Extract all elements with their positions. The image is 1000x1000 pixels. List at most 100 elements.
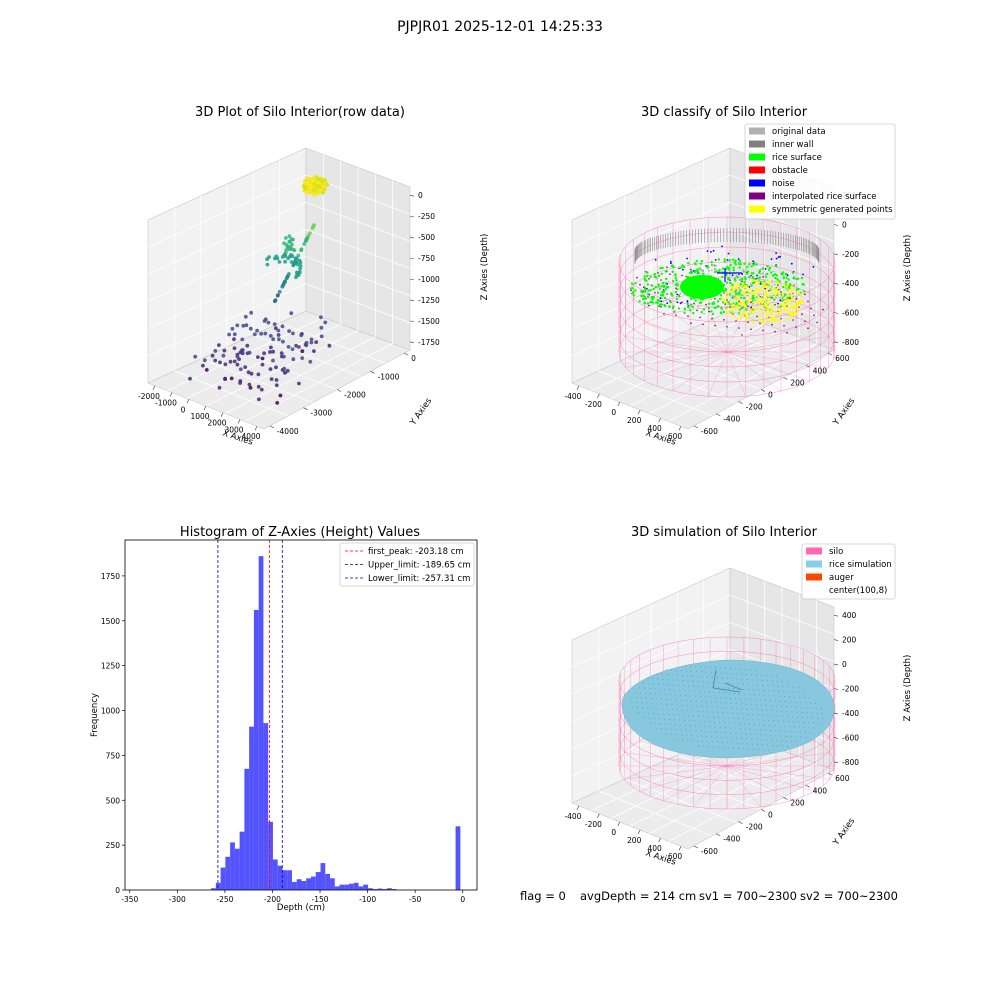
classify-interpolated-point xyxy=(816,321,818,324)
classify-z-tick-label: -400 xyxy=(842,279,859,288)
classify-symmetric-point xyxy=(760,311,764,314)
classify-rice-surface-point xyxy=(720,307,723,310)
classify-noise-point xyxy=(802,273,804,276)
classify-symmetric-point xyxy=(724,301,727,304)
simulation-rice-mesh-point xyxy=(765,704,767,706)
raw-point xyxy=(282,252,287,257)
simulation-rice-mesh-point xyxy=(779,730,781,732)
simulation-rice-mesh-point xyxy=(791,711,793,713)
classify-legend-label-2: rice surface xyxy=(772,153,822,163)
classify-rice-surface-point xyxy=(654,285,657,289)
classify-interpolated-point xyxy=(762,276,764,278)
raw-point xyxy=(245,343,250,348)
simulation-rice-mesh-point xyxy=(711,676,713,678)
simulation-rice-mesh-point xyxy=(678,714,680,716)
classify-interpolated-point xyxy=(792,319,794,321)
simulation-x-tick-label: 600 xyxy=(668,852,683,861)
classify-rice-surface-point xyxy=(683,311,686,314)
classify-rice-surface-point xyxy=(776,278,779,281)
raw-point xyxy=(290,347,295,351)
simulation-rice-mesh-point xyxy=(730,702,732,704)
simulation-rice-mesh-point xyxy=(639,687,641,689)
raw-point xyxy=(232,346,237,351)
classify-x-tick-mark xyxy=(658,418,661,423)
classify-interpolated-point xyxy=(741,334,743,336)
raw-point xyxy=(287,239,292,244)
classify-rice-surface-point xyxy=(778,280,781,283)
simulation-rice-mesh-point xyxy=(712,711,714,713)
simulation-rice-mesh-point xyxy=(714,696,716,698)
simulation-rice-mesh-point xyxy=(751,708,753,711)
simulation-rice-mesh-point xyxy=(742,713,744,715)
raw-point xyxy=(296,253,301,258)
classify-symmetric-point xyxy=(783,309,786,312)
raw-point xyxy=(232,359,237,364)
classify-rice-surface-point xyxy=(737,291,741,295)
simulation-rice-mesh-point xyxy=(742,683,744,685)
simulation-rice-mesh-point xyxy=(630,696,632,698)
simulation-rice-mesh-point xyxy=(720,667,722,669)
simulation-silo-wire-spoke xyxy=(663,765,728,801)
raw-point xyxy=(277,260,282,264)
raw-point xyxy=(294,275,298,280)
raw-point-cluster xyxy=(320,179,325,184)
simulation-rice-mesh-point xyxy=(728,687,730,689)
classify-symmetric-point xyxy=(789,300,792,303)
simulation-rice-mesh-point xyxy=(763,724,765,726)
simulation-rice-mesh-point xyxy=(731,678,733,680)
simulation-rice-mesh-point xyxy=(792,686,794,688)
raw-point xyxy=(229,376,234,381)
simulation-rice-mesh-point xyxy=(793,726,795,728)
simulation-rice-mesh-point xyxy=(673,719,675,721)
simulation-rice-mesh-point xyxy=(691,705,693,707)
classify-rice-surface-point xyxy=(725,273,728,277)
simulation-rice-mesh-point xyxy=(689,695,691,697)
simulation-rice-mesh-point xyxy=(761,739,763,741)
classify-legend-label-0: original data xyxy=(772,127,826,137)
classify-rice-surface-point xyxy=(752,294,755,298)
simulation-legend-label-2: auger xyxy=(829,573,854,583)
classify-symmetric-point xyxy=(790,297,793,301)
raw-y-tick-mark xyxy=(370,371,375,374)
classify-rice-surface-point xyxy=(757,271,761,274)
simulation-rice-mesh-point xyxy=(747,743,749,745)
classify-rice-surface-point xyxy=(775,265,778,268)
simulation-rice-mesh-point xyxy=(696,675,698,678)
classify-rice-surface-point xyxy=(631,287,634,290)
raw-x-tick-label: -2000 xyxy=(138,392,160,401)
simulation-rice-mesh-point xyxy=(749,693,751,696)
classify-original-point xyxy=(652,284,654,287)
classify-interpolated-point xyxy=(756,315,758,318)
simulation-rice-mesh-point xyxy=(668,718,670,720)
simulation-rice-mesh-point xyxy=(726,707,728,709)
simulation-rice-mesh-point xyxy=(790,736,792,738)
classify-interpolated-point xyxy=(732,313,734,315)
histogram-x-tick-label: -100 xyxy=(359,895,376,904)
classify-symmetric-point xyxy=(789,286,793,289)
classify-rice-surface-point xyxy=(739,289,742,292)
classify-silo-wire-spoke xyxy=(625,336,728,353)
classify-rice-surface-point xyxy=(653,273,656,276)
raw-point-cluster xyxy=(315,192,320,196)
simulation-rice-mesh-point xyxy=(757,714,759,716)
simulation-rice-mesh-point xyxy=(720,731,722,733)
simulation-rice-mesh-point xyxy=(691,735,693,737)
classify-symmetric-point xyxy=(761,322,765,325)
simulation-rice-mesh-point xyxy=(706,735,708,738)
simulation-legend-swatch-2 xyxy=(806,573,822,581)
simulation-rice-mesh-point xyxy=(719,726,721,728)
footer-sv1: sv1 = 700~2300 xyxy=(699,889,797,903)
classify-noise-point xyxy=(786,274,789,277)
simulation-rice-mesh-point xyxy=(717,682,719,684)
classify-symmetric-point xyxy=(770,287,773,290)
simulation-rice-mesh-point xyxy=(661,673,663,675)
simulation-rice-mesh-point xyxy=(778,690,780,692)
classify-noise-point xyxy=(676,293,679,296)
simulation-rice-mesh-point xyxy=(737,747,739,749)
classify-symmetric-point xyxy=(779,303,783,306)
raw-point xyxy=(260,362,265,367)
classify-rice-surface-point xyxy=(669,301,672,304)
raw-point xyxy=(266,320,271,325)
classify-rice-surface-point xyxy=(728,259,731,262)
classify-interpolated-point xyxy=(768,290,770,292)
